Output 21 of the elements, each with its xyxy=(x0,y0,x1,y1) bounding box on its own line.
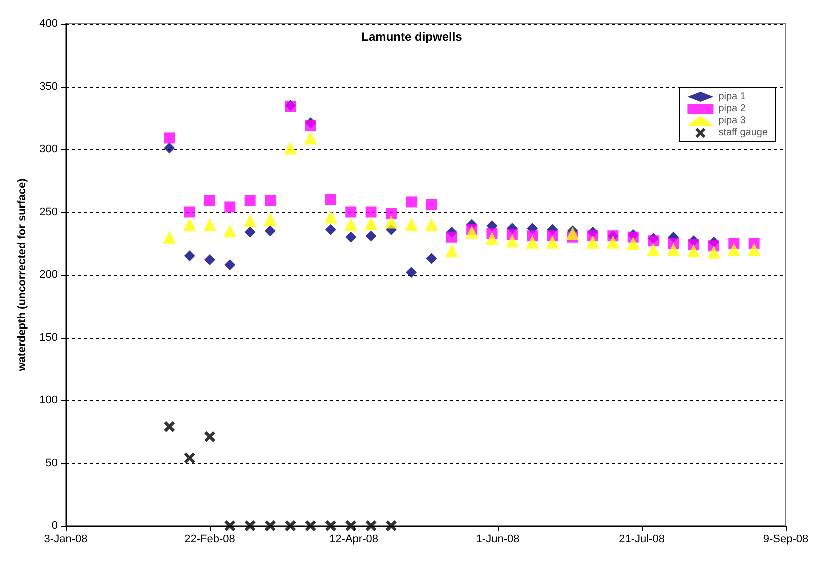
x-tick-label: 12-Apr-08 xyxy=(330,534,378,546)
legend-label: pipa 2 xyxy=(718,104,746,114)
legend-label: pipa 3 xyxy=(718,116,746,126)
y-tick-label: 50 xyxy=(46,457,58,470)
y-tick-label: 150 xyxy=(40,332,58,344)
y-tick-label: 350 xyxy=(40,80,58,93)
x-tick-label: 9-Sep-08 xyxy=(763,534,809,546)
x-tick-label: 21-Jul-08 xyxy=(619,534,665,546)
y-tick-label: 0 xyxy=(52,520,58,532)
y-tick-label: 200 xyxy=(40,269,58,281)
x-tick-label: 22-Feb-08 xyxy=(184,534,236,546)
x-tick-label: 3-Jan-08 xyxy=(44,534,88,546)
text: Lamunte dipwells xyxy=(362,30,463,44)
y-tick-label: 300 xyxy=(40,144,58,156)
y-tick-label: 100 xyxy=(40,394,58,406)
y-tick-label: 400 xyxy=(40,18,58,30)
legend-label: pipa 1 xyxy=(718,92,746,102)
y-tick-label: 250 xyxy=(40,206,58,218)
legend-label: staff gauge xyxy=(718,128,768,138)
x-tick-label: 1-Jun-08 xyxy=(476,534,520,546)
y-axis-title: waterdepth (uncorrected for surface) xyxy=(16,178,28,372)
